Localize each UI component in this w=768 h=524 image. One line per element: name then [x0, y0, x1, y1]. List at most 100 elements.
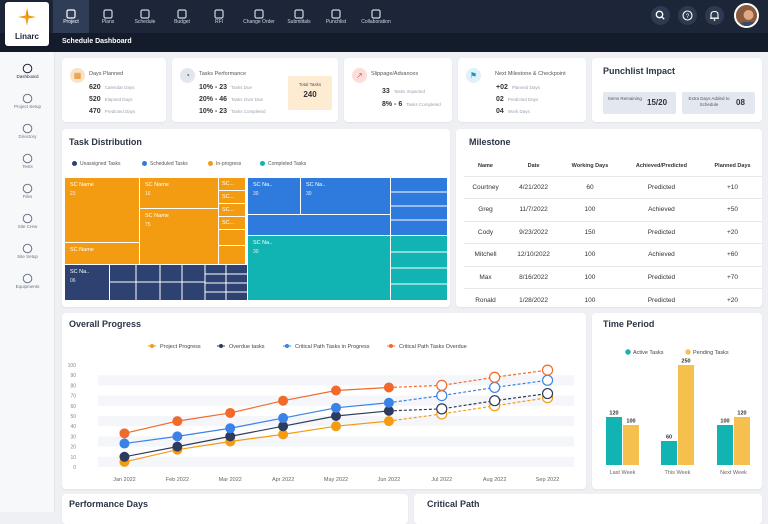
- data-point[interactable]: [172, 416, 183, 427]
- bar[interactable]: [606, 417, 622, 465]
- treemap-block[interactable]: SC Name: [65, 243, 139, 264]
- data-point-forecast[interactable]: [436, 389, 448, 402]
- search-icon[interactable]: [651, 6, 670, 25]
- nav-collaboration[interactable]: Collaboration: [355, 0, 397, 33]
- data-point[interactable]: [119, 451, 130, 462]
- bar[interactable]: [678, 365, 694, 465]
- table-row[interactable]: Greg 11/7/2022 100 Achieved +50: [464, 198, 762, 221]
- legend-item: Pending Tasks: [685, 349, 729, 356]
- data-point-forecast[interactable]: [541, 387, 554, 400]
- bar[interactable]: [734, 417, 750, 465]
- data-point-forecast[interactable]: [541, 374, 554, 386]
- data-point[interactable]: [383, 405, 394, 416]
- data-point[interactable]: [331, 421, 341, 432]
- table-cell: Max: [464, 265, 508, 289]
- card-title: Task Distribution: [69, 137, 142, 147]
- data-point[interactable]: [225, 407, 236, 418]
- y-tick-label: 70: [70, 394, 76, 400]
- treemap-block[interactable]: SC Na.. 06: [65, 265, 109, 300]
- bar[interactable]: [623, 425, 639, 465]
- app-logo[interactable]: Linarc: [5, 2, 49, 46]
- help-icon[interactable]: ?: [678, 6, 697, 25]
- data-point[interactable]: [225, 423, 236, 434]
- table-row[interactable]: Courtney 4/21/2022 60 Predicted +10: [464, 175, 762, 199]
- data-point[interactable]: [383, 397, 394, 408]
- data-point[interactable]: [383, 382, 394, 393]
- treemap-block[interactable]: SC Na.. 30: [248, 178, 300, 214]
- data-point-forecast[interactable]: [436, 379, 448, 392]
- treemap-block[interactable]: SC...: [219, 204, 245, 216]
- nav-schedule[interactable]: Schedule: [127, 0, 163, 33]
- table-row[interactable]: Mitchell 12/10/2022 100 Achieved +60: [464, 243, 762, 266]
- sidebar-item-project-setup[interactable]: Project Setup: [0, 91, 55, 109]
- data-point[interactable]: [172, 431, 183, 442]
- data-point[interactable]: [331, 385, 341, 396]
- data-point[interactable]: [119, 438, 130, 449]
- sidebar-item-equipments[interactable]: Equipments: [0, 271, 55, 289]
- data-point[interactable]: [225, 431, 236, 442]
- data-point-forecast[interactable]: [541, 364, 554, 376]
- bar[interactable]: [717, 425, 733, 465]
- nav-change-order[interactable]: Change Order: [238, 0, 280, 33]
- nav-punchlist[interactable]: Punchlist: [318, 0, 354, 33]
- nav-plans[interactable]: Plans: [90, 0, 126, 33]
- table-cell: Predicted: [619, 265, 704, 289]
- data-point[interactable]: [278, 429, 289, 440]
- table-header: Achieved/Predicted: [635, 162, 687, 169]
- settings-icon: [22, 241, 33, 254]
- nav-budget[interactable]: Budget: [164, 0, 200, 33]
- treemap-block[interactable]: SC Name 23: [65, 178, 139, 242]
- data-point[interactable]: [331, 402, 341, 413]
- sidebar-label: Equipments: [15, 284, 40, 289]
- treemap-block[interactable]: SC...: [219, 217, 245, 229]
- nav-submittals[interactable]: Submittals: [281, 0, 317, 33]
- sidebar-item-site-setup[interactable]: Site Setup: [0, 241, 55, 259]
- data-point-forecast[interactable]: [436, 403, 448, 415]
- data-point[interactable]: [278, 413, 289, 424]
- nav-label: Plans: [101, 19, 115, 25]
- nav-rfi[interactable]: RFI: [201, 0, 237, 33]
- treemap-block[interactable]: SC...: [219, 178, 245, 190]
- treemap-block[interactable]: SC...: [219, 191, 245, 203]
- treemap-block[interactable]: [219, 246, 245, 264]
- legend-item: In-progress: [208, 161, 241, 167]
- data-point-forecast[interactable]: [489, 381, 501, 394]
- treemap-block[interactable]: SC Na.. 30: [301, 178, 390, 214]
- nav-project[interactable]: Project: [53, 0, 89, 33]
- data-point-forecast[interactable]: [489, 371, 501, 383]
- sidebar-item-site-crew[interactable]: Site Crew: [0, 211, 55, 229]
- legend-marker: [219, 344, 223, 348]
- data-point[interactable]: [119, 428, 130, 439]
- data-point[interactable]: [331, 411, 341, 421]
- bell-icon[interactable]: [705, 6, 724, 25]
- data-point-forecast[interactable]: [489, 395, 501, 407]
- data-point[interactable]: [172, 441, 183, 452]
- treemap-block[interactable]: SC Na.. 30: [248, 236, 390, 300]
- data-point[interactable]: [278, 421, 289, 432]
- user-avatar[interactable]: [734, 3, 759, 28]
- table-header: Working Days: [571, 162, 609, 169]
- table-row[interactable]: Max 8/16/2022 100 Predicted +70: [464, 265, 762, 289]
- table-cell: 60: [560, 175, 620, 199]
- data-point[interactable]: [278, 395, 289, 406]
- legend-label: Pending Tasks: [693, 350, 729, 356]
- bar[interactable]: [661, 441, 677, 465]
- performance-days-card: Performance Days: [62, 494, 408, 524]
- sidebar-item-directory[interactable]: Directory: [0, 121, 55, 139]
- sidebar-item-dashboard[interactable]: Dashboard: [0, 61, 55, 79]
- table-header: Name: [478, 162, 493, 169]
- legend-item: Critical Path Tasks in Progress: [283, 344, 370, 350]
- table-row[interactable]: Ronald 1/28/2022 100 Predicted +20: [464, 288, 762, 311]
- y-tick-label: 50: [70, 414, 76, 420]
- table-row[interactable]: Cody 9/23/2022 150 Predicted +20: [464, 220, 762, 244]
- series-line-actual: [124, 386, 389, 434]
- kpi-row: 620 Calendar Days: [89, 84, 135, 91]
- treemap-block[interactable]: [219, 230, 245, 245]
- treemap-block[interactable]: SC Name 75: [140, 209, 218, 264]
- treemap-block[interactable]: SC Name 16: [140, 178, 218, 208]
- tools-icon: [22, 91, 33, 104]
- treemap-block[interactable]: [248, 215, 390, 235]
- data-point[interactable]: [383, 416, 394, 427]
- sidebar-item-tests[interactable]: Tests: [0, 151, 55, 169]
- sidebar-item-files[interactable]: Files: [0, 181, 55, 199]
